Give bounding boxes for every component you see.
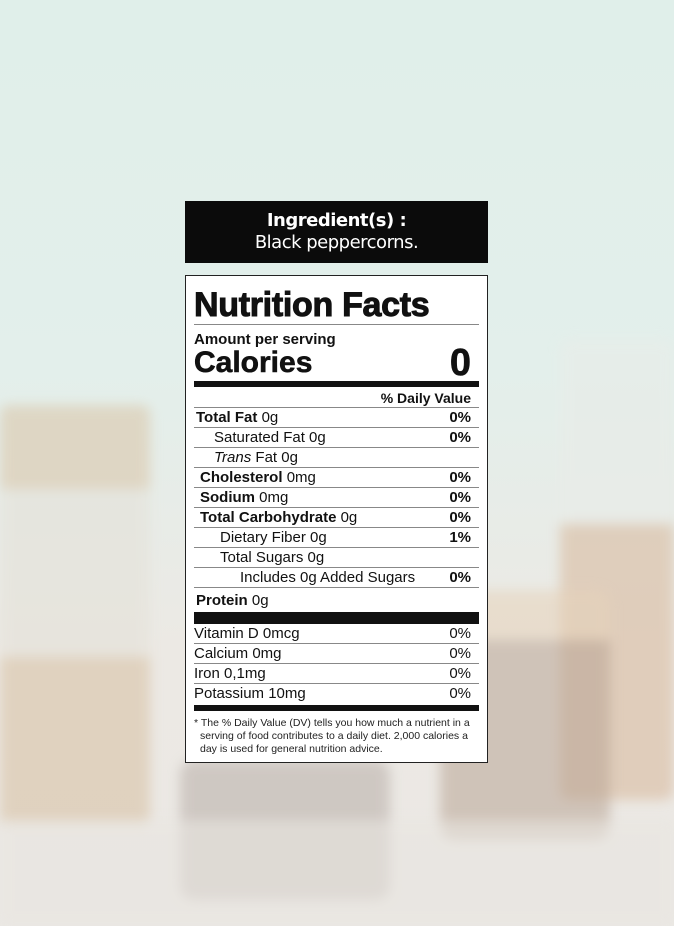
nutrient-name: Sodium [200, 489, 255, 506]
nutrient-amount: 0g [261, 409, 279, 426]
daily-value-header: % Daily Value [194, 387, 479, 408]
vitamin-name: Iron 0,1mg [194, 665, 266, 682]
divider-thick [194, 381, 479, 387]
vitamin-row: Vitamin D 0mcg 0% [194, 624, 479, 644]
nutrient-dv: 0% [449, 469, 471, 486]
vitamin-row: Potassium 10mg 0% [194, 684, 479, 703]
nutrient-amount: 0mg [259, 489, 289, 506]
label-title: Nutrition Facts [194, 276, 479, 325]
ingredients-heading: Ingredient(s) : [266, 210, 407, 231]
cork-jar-left [0, 405, 150, 825]
nutrient-row: Protein 0g [194, 588, 479, 610]
table-surface [0, 820, 674, 926]
nutrition-facts-label: Nutrition Facts Amount per serving Calor… [185, 275, 488, 763]
nutrient-name: Dietary Fiber 0g [220, 529, 327, 546]
nutrient-amount: Fat 0g [255, 449, 298, 466]
nutrient-row: Total Fat 0g 0% [194, 408, 479, 428]
nutrient-name: Total Carbohydrate [200, 509, 337, 526]
footnote: * The % Daily Value (DV) tells you how m… [194, 717, 470, 755]
nutrient-dv: 0% [449, 569, 471, 586]
nutrient-row: Sodium 0mg 0% [194, 488, 479, 508]
calories-row: Calories 0 [194, 342, 479, 384]
nutrient-name: Trans [214, 449, 252, 466]
vitamin-row: Iron 0,1mg 0% [194, 664, 479, 684]
vitamin-name: Potassium 10mg [194, 685, 306, 702]
calories-label: Calories [194, 346, 313, 379]
vitamin-dv: 0% [449, 645, 471, 662]
nutrient-row: Trans Fat 0g [194, 448, 479, 468]
nutrient-name: Total Sugars 0g [220, 549, 325, 566]
vitamin-dv: 0% [449, 685, 471, 702]
calories-value: 0 [449, 342, 472, 384]
nutrient-amount: 0g [251, 592, 269, 609]
amount-per-serving: Amount per serving [194, 331, 336, 348]
nutrient-list: Total Fat 0g 0% Saturated Fat 0g 0% Trans Fa… [194, 408, 479, 610]
nutrient-row: Cholesterol 0mg 0% [194, 468, 479, 488]
nutrient-dv: 1% [449, 529, 471, 546]
nutrient-amount: 0g [340, 509, 358, 526]
divider-thick [194, 612, 479, 624]
nutrient-name: Protein [196, 592, 248, 609]
ingredients-banner: Ingredient(s) : Black peppercorns. [185, 201, 488, 263]
nutrient-row: Total Sugars 0g [194, 548, 479, 568]
nutrient-dv: 0% [449, 489, 471, 506]
divider-thick [194, 705, 479, 711]
nutrient-row: Total Carbohydrate 0g 0% [194, 508, 479, 528]
nutrient-row: Dietary Fiber 0g 1% [194, 528, 479, 548]
nutrient-name: Saturated Fat 0g [214, 429, 326, 446]
nutrient-amount: 0mg [286, 469, 316, 486]
nutrient-dv: 0% [449, 409, 471, 426]
nutrient-name: Total Fat [196, 409, 258, 426]
nutrient-row: Includes 0g Added Sugars 0% [194, 568, 479, 588]
vitamin-name: Vitamin D 0mcg [194, 625, 300, 642]
vitamin-dv: 0% [449, 625, 471, 642]
nutrient-row: Saturated Fat 0g 0% [194, 428, 479, 448]
ingredients-text: Black peppercorns. [254, 232, 419, 253]
nutrient-name: Cholesterol [200, 469, 283, 486]
nutrient-dv: 0% [449, 509, 471, 526]
nutrient-dv: 0% [449, 429, 471, 446]
vitamin-name: Calcium 0mg [194, 645, 282, 662]
vitamin-row: Calcium 0mg 0% [194, 644, 479, 664]
vitamin-dv: 0% [449, 665, 471, 682]
vitamin-list: Vitamin D 0mcg 0% Calcium 0mg 0% Iron 0,1mg 0… [194, 624, 479, 703]
nutrient-name: Includes 0g Added Sugars [240, 569, 416, 586]
